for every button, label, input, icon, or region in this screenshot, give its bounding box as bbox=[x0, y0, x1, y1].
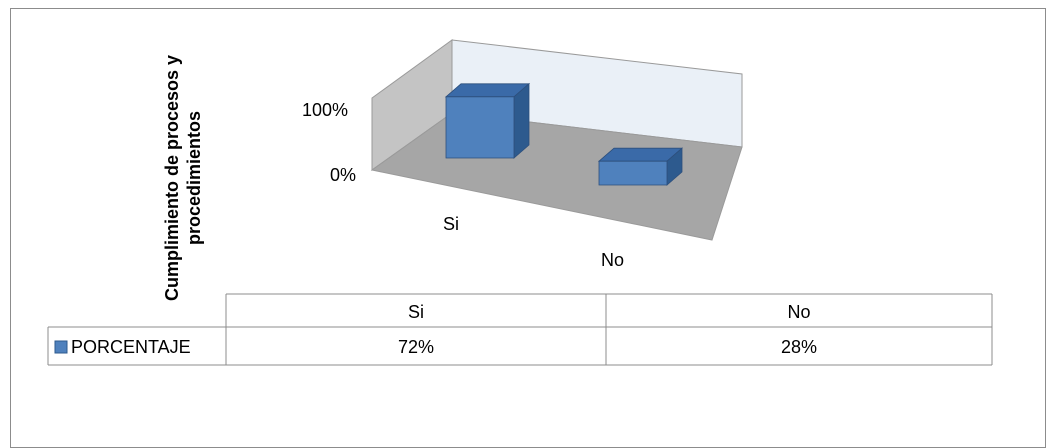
legend-series-name: PORCENTAJE bbox=[71, 337, 191, 357]
table-header-no: No bbox=[787, 302, 810, 322]
y-axis-title-line-2: procedimientos bbox=[184, 111, 204, 245]
category-label-no: No bbox=[601, 250, 624, 270]
y-axis-title-line-1: Cumplimiento de procesos y bbox=[162, 55, 182, 301]
table-value-no: 28% bbox=[781, 337, 817, 357]
data-table bbox=[47, 293, 993, 366]
category-label-si: Si bbox=[443, 214, 459, 234]
table-header-si: Si bbox=[408, 302, 424, 322]
bar-si-front bbox=[445, 96, 515, 159]
table-value-si: 72% bbox=[398, 337, 434, 357]
legend-swatch bbox=[54, 340, 68, 354]
y-tick-100: 100% bbox=[302, 100, 348, 120]
bar-si-side bbox=[513, 82, 530, 159]
y-tick-0: 0% bbox=[330, 165, 356, 185]
bar-no-front bbox=[598, 160, 668, 186]
